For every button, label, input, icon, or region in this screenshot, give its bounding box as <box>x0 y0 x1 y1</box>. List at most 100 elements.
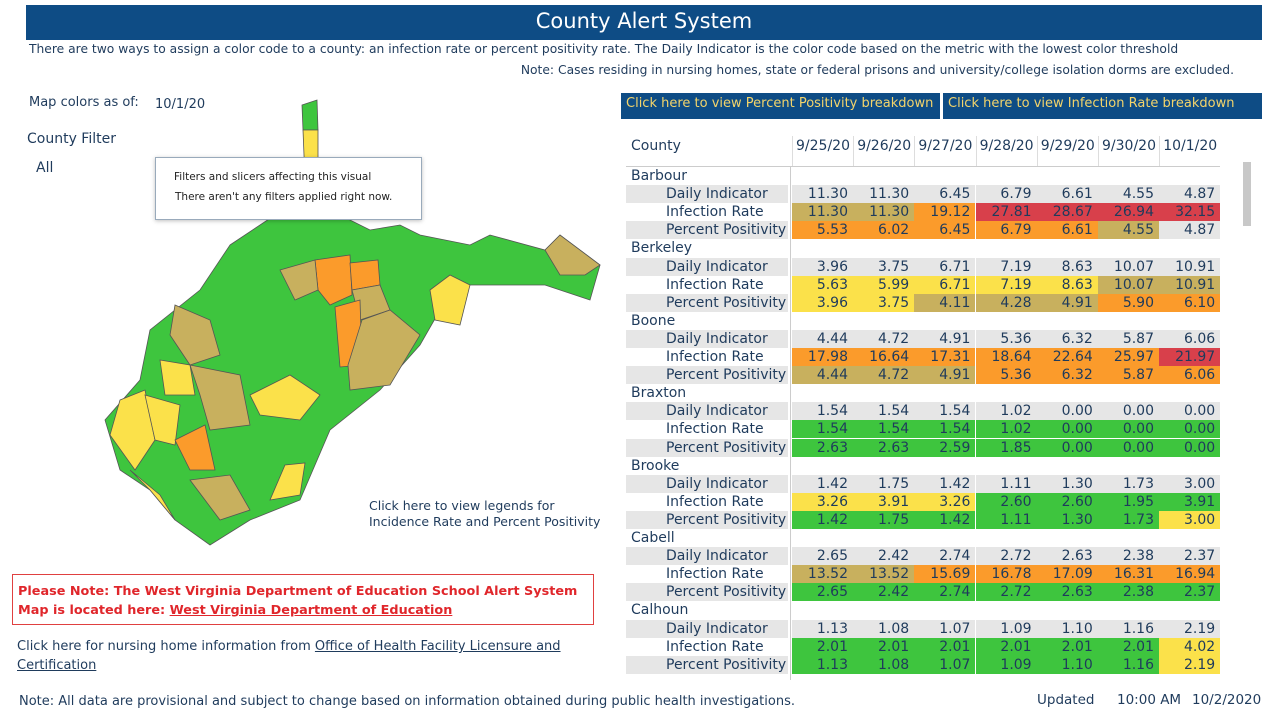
county-name: Braxton <box>631 385 687 402</box>
column-header: 10/1/20 <box>1159 136 1220 166</box>
metric-label: Percent Positivity <box>626 510 788 529</box>
value-cell: 8.63 <box>1036 275 1098 294</box>
value-cell: 1.95 <box>1098 492 1159 511</box>
value-cell: 1.54 <box>914 420 976 439</box>
value-cell: 13.52 <box>853 565 915 584</box>
value-cell: 6.10 <box>1159 293 1221 312</box>
value-cell: 1.42 <box>792 510 853 529</box>
value-cell: 0.00 <box>1036 420 1098 439</box>
scrollbar[interactable] <box>1243 162 1251 226</box>
value-cell: 2.42 <box>853 547 915 566</box>
value-cell: 5.99 <box>853 275 915 294</box>
value-cell: 2.63 <box>1036 583 1098 602</box>
nursing-link[interactable]: Office of Health Facility Licensure and … <box>17 639 561 673</box>
value-cell: 1.09 <box>975 619 1037 638</box>
value-cell: 1.30 <box>1036 474 1098 493</box>
value-cell: 4.55 <box>1098 185 1159 204</box>
value-cell: 6.79 <box>975 185 1037 204</box>
value-cell: 1.75 <box>853 474 915 493</box>
value-cell: 2.63 <box>1036 547 1098 566</box>
value-cell: 2.42 <box>853 583 915 602</box>
value-cell: 3.91 <box>1159 492 1221 511</box>
value-cell: 4.11 <box>914 293 976 312</box>
value-cell: 2.38 <box>1098 583 1159 602</box>
value-cell: 16.78 <box>975 565 1037 584</box>
metric-label: Percent Positivity <box>626 438 788 457</box>
value-cell: 16.94 <box>1159 565 1221 584</box>
value-cell: 0.00 <box>1036 402 1098 421</box>
value-cell: 1.07 <box>914 619 976 638</box>
value-cell: 2.19 <box>1159 619 1221 638</box>
metric-label: Daily Indicator <box>626 329 788 348</box>
value-cell: 2.72 <box>975 547 1037 566</box>
value-cell: 4.28 <box>975 293 1037 312</box>
value-cell: 6.32 <box>1036 366 1098 385</box>
updated-label: Updated <box>1037 692 1095 708</box>
metric-label: Infection Rate <box>626 348 788 366</box>
value-cell: 17.98 <box>792 348 853 366</box>
value-cell: 2.60 <box>975 492 1037 511</box>
value-cell: 16.64 <box>853 348 915 366</box>
value-cell: 6.71 <box>914 257 976 276</box>
value-cell: 1.30 <box>1036 510 1098 529</box>
value-cell: 1.42 <box>914 474 976 493</box>
value-cell: 2.65 <box>792 547 853 566</box>
value-cell: 13.52 <box>792 565 853 584</box>
value-cell: 4.44 <box>792 329 853 348</box>
value-cell: 2.01 <box>853 637 915 656</box>
legend-link[interactable]: Click here to view legends for Incidence… <box>369 498 601 529</box>
value-cell: 6.45 <box>914 221 976 240</box>
value-cell: 5.90 <box>1098 293 1159 312</box>
value-cell: 1.16 <box>1098 655 1159 674</box>
value-cell: 11.30 <box>792 185 853 204</box>
column-header: 9/27/20 <box>914 136 975 166</box>
value-cell: 1.54 <box>792 402 853 421</box>
value-cell: 5.63 <box>792 275 853 294</box>
county-name: Brooke <box>631 457 680 474</box>
value-cell: 16.31 <box>1098 565 1159 584</box>
value-cell: 7.19 <box>975 257 1037 276</box>
metric-label: Infection Rate <box>626 275 788 294</box>
value-cell: 4.02 <box>1159 637 1221 656</box>
metric-label: Percent Positivity <box>626 583 788 602</box>
value-cell: 28.67 <box>1036 203 1098 222</box>
value-cell: 5.87 <box>1098 329 1159 348</box>
county-name: Boone <box>631 312 676 329</box>
value-cell: 2.37 <box>1159 583 1221 602</box>
metric-label: Daily Indicator <box>626 474 788 493</box>
value-cell: 0.00 <box>1159 438 1221 457</box>
filter-label: County Filter <box>27 131 116 147</box>
value-cell: 1.54 <box>914 402 976 421</box>
county-name: Cabell <box>631 530 675 546</box>
exclusion-note: Note: Cases residing in nursing homes, s… <box>520 63 1234 77</box>
value-cell: 2.74 <box>914 583 976 602</box>
percent-positivity-button[interactable]: Click here to view Percent Positivity br… <box>621 93 940 119</box>
county-name: Barbour <box>631 168 688 184</box>
value-cell: 2.01 <box>975 637 1037 656</box>
value-cell: 6.32 <box>1036 329 1098 348</box>
infection-rate-button[interactable]: Click here to view Infection Rate breakd… <box>943 93 1262 119</box>
value-cell: 1.10 <box>1036 619 1098 638</box>
value-cell: 6.06 <box>1159 366 1221 385</box>
metric-label: Infection Rate <box>626 203 788 222</box>
value-cell: 18.64 <box>975 348 1037 366</box>
value-cell: 1.85 <box>975 438 1037 457</box>
value-cell: 0.00 <box>1098 420 1159 439</box>
filter-dropdown[interactable]: All <box>31 156 161 182</box>
value-cell: 3.75 <box>853 257 915 276</box>
value-cell: 1.16 <box>1098 619 1159 638</box>
metric-label: Infection Rate <box>626 492 788 511</box>
value-cell: 19.12 <box>914 203 976 222</box>
value-cell: 15.69 <box>914 565 976 584</box>
value-cell: 1.09 <box>975 655 1037 674</box>
doe-link[interactable]: West Virginia Department of Education <box>169 603 453 618</box>
value-cell: 2.37 <box>1159 547 1221 566</box>
value-cell: 1.02 <box>975 402 1037 421</box>
metric-label: Daily Indicator <box>626 547 788 566</box>
value-cell: 11.30 <box>853 185 915 204</box>
value-cell: 32.15 <box>1159 203 1221 222</box>
value-cell: 0.00 <box>1098 402 1159 421</box>
value-cell: 3.75 <box>853 293 915 312</box>
value-cell: 1.11 <box>975 474 1037 493</box>
value-cell: 1.54 <box>853 402 915 421</box>
